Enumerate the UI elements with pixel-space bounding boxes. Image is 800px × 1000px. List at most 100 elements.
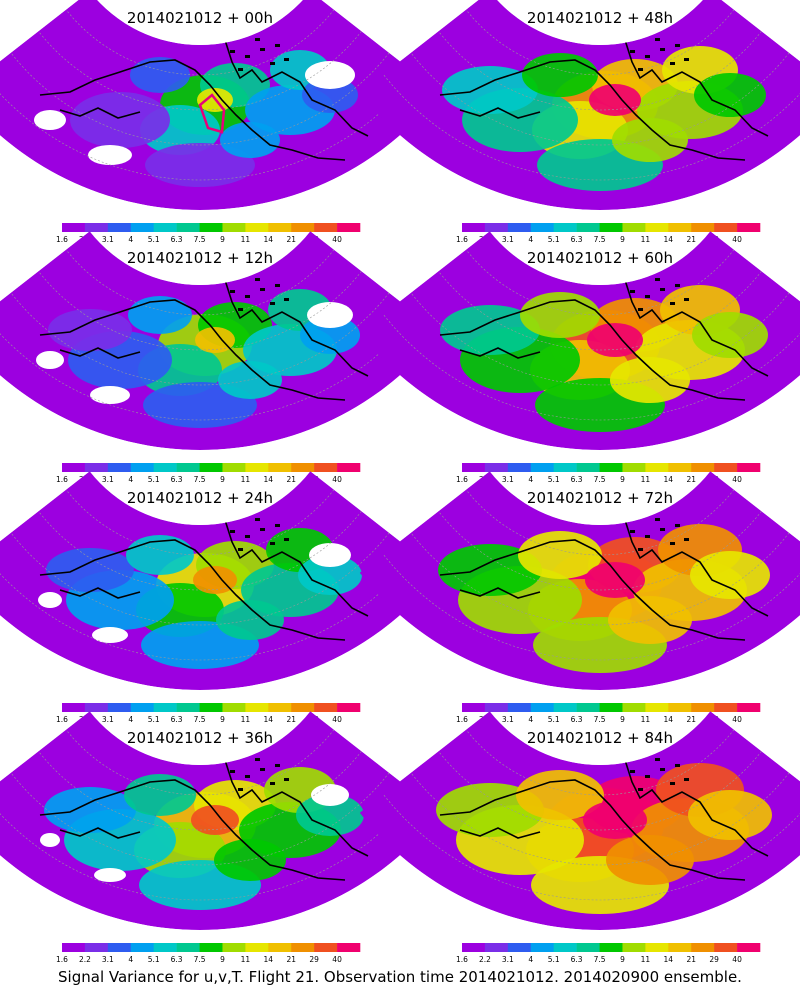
colorbar-label: 29 bbox=[709, 955, 719, 964]
colorbar-label: 9 bbox=[220, 235, 225, 244]
coastline bbox=[459, 347, 541, 359]
colorbar-segment bbox=[484, 943, 509, 952]
colorbar-label: 6.3 bbox=[171, 235, 183, 244]
coastline bbox=[630, 50, 635, 53]
colorbar-label: 40 bbox=[332, 475, 342, 484]
colorbar-label: 4 bbox=[528, 955, 533, 964]
colorbar-segment bbox=[291, 463, 315, 472]
graticule-arc bbox=[383, 314, 800, 421]
colorbar-segment bbox=[645, 463, 669, 472]
colorbar-segment bbox=[268, 943, 292, 952]
coastline bbox=[260, 48, 265, 51]
colorbar-segment bbox=[314, 223, 338, 232]
graticule-arc bbox=[383, 794, 800, 901]
graticule-arc bbox=[65, 9, 335, 76]
field-contour bbox=[44, 787, 136, 833]
graticule-arc bbox=[10, 532, 390, 626]
missing-data-area bbox=[309, 543, 351, 567]
coastline bbox=[638, 308, 643, 311]
missing-data-area bbox=[90, 386, 130, 404]
colorbar-label: 14 bbox=[664, 715, 674, 724]
colorbar-segment bbox=[553, 223, 577, 232]
panel-title: 2014021012 + 24h bbox=[127, 489, 273, 507]
colorbar-segment bbox=[599, 703, 623, 712]
colorbar-segment bbox=[153, 943, 177, 952]
colorbar-label: 5.1 bbox=[548, 235, 560, 244]
coastline bbox=[275, 524, 280, 527]
colorbar-label: 6.3 bbox=[171, 955, 183, 964]
colorbar-segment bbox=[199, 463, 223, 472]
colorbar-segment bbox=[599, 223, 623, 232]
colorbar-label: 5.1 bbox=[548, 475, 560, 484]
colorbar-segment bbox=[645, 943, 669, 952]
map-panels: 2014021012 + 00h 1.6 2.2 3.1 4 5.1 6.3 7.5 9 11 14… bbox=[0, 0, 800, 964]
graticule-arc bbox=[10, 772, 390, 866]
colorbar-label: 1.6 bbox=[456, 235, 468, 244]
colorbar-segment bbox=[462, 703, 486, 712]
colorbar-label: 4 bbox=[528, 475, 533, 484]
colorbar-label: 11 bbox=[641, 475, 651, 484]
colorbar-label: 11 bbox=[641, 955, 651, 964]
field-contour bbox=[692, 312, 768, 358]
colorbar-label: 9 bbox=[620, 235, 625, 244]
colorbar-label: 7.5 bbox=[594, 475, 606, 484]
coastline bbox=[630, 770, 635, 773]
colorbar-segment bbox=[576, 463, 600, 472]
colorbar-segment bbox=[553, 463, 577, 472]
graticule-arc bbox=[438, 751, 762, 831]
coastline bbox=[439, 539, 746, 641]
coastline bbox=[39, 539, 346, 641]
figure-footer: Signal Variance for u,v,T. Flight 21. Ob… bbox=[58, 968, 742, 986]
coastline bbox=[255, 518, 260, 521]
colorbar-segment bbox=[62, 463, 86, 472]
colorbar-segment bbox=[291, 703, 315, 712]
map-panel: 2014021012 + 36h 1.6 2.2 3.1 4 5.1 6.3 7.5 9 11 14… bbox=[0, 711, 441, 964]
coastline bbox=[238, 548, 243, 551]
graticule-arc bbox=[438, 511, 762, 591]
field-contour bbox=[193, 566, 237, 594]
variance-field bbox=[0, 471, 441, 690]
colorbar-label: 7.5 bbox=[194, 475, 206, 484]
coastline bbox=[624, 759, 769, 857]
coastline bbox=[660, 48, 665, 51]
colorbar-segment bbox=[222, 943, 246, 952]
colorbar-label: 11 bbox=[641, 235, 651, 244]
graticule-arc bbox=[465, 489, 735, 556]
colorbar-segment bbox=[530, 943, 554, 952]
colorbar-label: 3.1 bbox=[102, 475, 114, 484]
graticule-arc bbox=[0, 794, 417, 901]
colorbar-segment bbox=[576, 943, 600, 952]
colorbar-label: 9 bbox=[620, 475, 625, 484]
map-panel: 2014021012 + 12h1.62.23.145.16.37.591114… bbox=[0, 231, 441, 484]
coastline bbox=[260, 768, 265, 771]
colorbar-segment bbox=[84, 463, 109, 472]
field-contour bbox=[585, 562, 645, 598]
coastline bbox=[224, 279, 369, 377]
missing-data-area bbox=[88, 145, 132, 165]
missing-data-area bbox=[40, 833, 60, 847]
coastline bbox=[439, 779, 746, 881]
coastline bbox=[684, 298, 689, 301]
colorbar-segment bbox=[668, 223, 692, 232]
coastline bbox=[59, 827, 141, 839]
coastline bbox=[284, 58, 289, 61]
colorbar-segment bbox=[199, 943, 223, 952]
graticule-arc bbox=[38, 751, 362, 831]
coastline bbox=[645, 775, 650, 778]
missing-data-area bbox=[36, 351, 64, 369]
graticule-arc bbox=[65, 249, 335, 316]
coastline bbox=[284, 778, 289, 781]
colorbar-label: 40 bbox=[732, 955, 742, 964]
missing-data-area bbox=[92, 627, 128, 643]
colorbar-label: 2.2 bbox=[79, 955, 91, 964]
colorbar-segment bbox=[291, 223, 315, 232]
graticule-arc bbox=[465, 729, 735, 796]
colorbar-label: 6.3 bbox=[571, 235, 583, 244]
coastline bbox=[675, 284, 680, 287]
coastline bbox=[255, 758, 260, 761]
colorbar-segment bbox=[484, 463, 509, 472]
colorbar-segment bbox=[691, 223, 715, 232]
colorbar-label: 21 bbox=[286, 235, 296, 244]
